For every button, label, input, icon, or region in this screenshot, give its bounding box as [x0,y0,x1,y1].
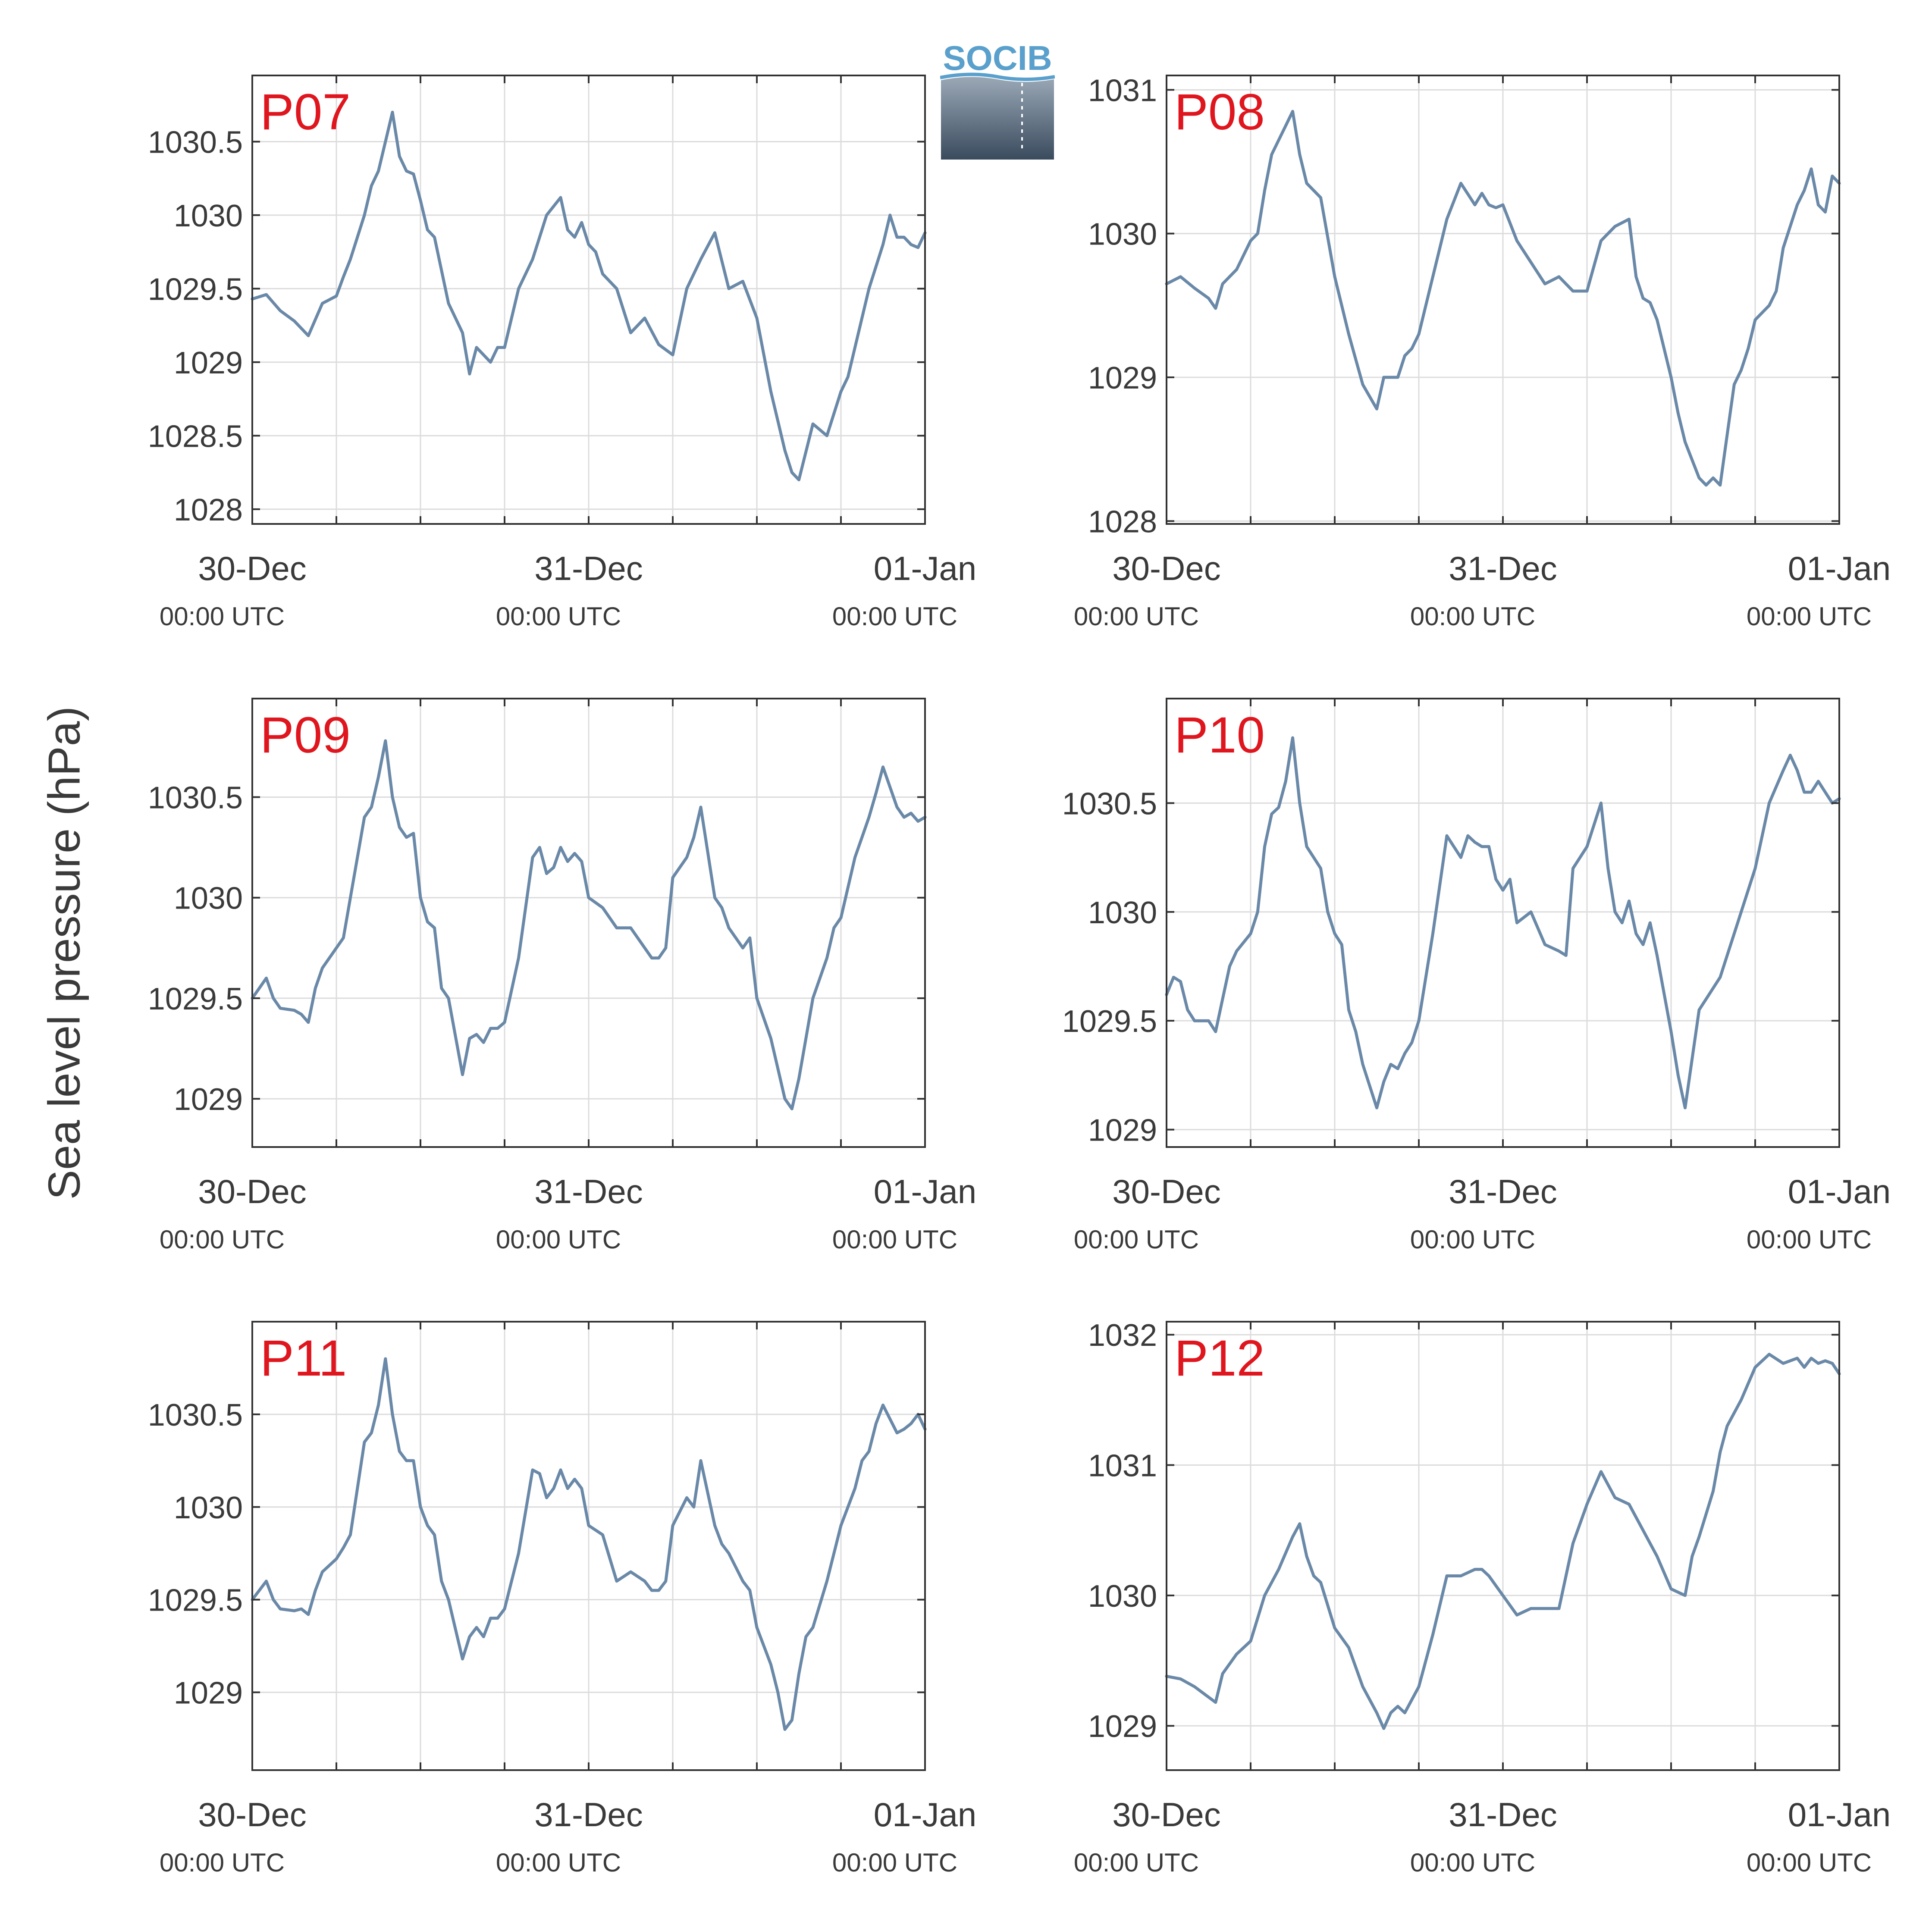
panel-label: P12 [1174,1330,1265,1387]
series-line [1165,1353,1841,1730]
x-tick-date-label: 30-Dec [198,1796,306,1834]
series-line [251,739,927,1110]
y-tick-label: 1030.5 [148,1398,243,1433]
panel-label: P10 [1174,707,1265,764]
y-axis-label: Sea level pressure (hPa) [39,706,90,1200]
x-tick-date-label: 30-Dec [1112,1796,1220,1834]
x-tick-time-label: 00:00 UTC [1747,1225,1872,1254]
x-tick-time-label: 00:00 UTC [1410,602,1535,631]
y-tick-label: 1029 [174,346,243,380]
y-tick-label: 1028.5 [148,419,243,454]
x-tick-date-label: 31-Dec [534,1796,643,1834]
x-tick-time-label: 00:00 UTC [832,1848,957,1877]
x-tick-date-label: 30-Dec [1112,549,1220,587]
x-tick-time-label: 00:00 UTC [160,1225,285,1254]
x-tick-time-label: 00:00 UTC [160,602,285,631]
x-tick-date-label: 01-Jan [1788,1172,1891,1210]
y-tick-label: 1031 [1088,1449,1157,1483]
series-line [251,1357,927,1731]
x-tick-date-label: 30-Dec [198,1172,306,1210]
panel-p09: 1029 1029.5 1030 1030.5 30-Dec 00:00 UTC 31-De… [148,698,977,1254]
x-tick-date-label: 30-Dec [198,549,306,587]
socib-logo: SOCIB [940,43,1055,160]
x-tick-time-label: 00:00 UTC [160,1848,285,1877]
y-tick-label: 1029 [174,1676,243,1711]
y-tick-label: 1028 [174,493,243,527]
panel-label: P11 [260,1330,347,1387]
y-tick-label: 1029.5 [1062,1004,1157,1039]
logo-text: SOCIB [943,43,1052,77]
series-line [1165,736,1841,1110]
series-line [251,110,927,482]
panel-label: P07 [260,84,351,141]
x-tick-time-label: 00:00 UTC [496,1848,621,1877]
x-tick-date-label: 31-Dec [1449,1796,1557,1834]
x-tick-date-label: 31-Dec [1449,549,1557,587]
y-tick-label: 1029 [1088,1113,1157,1148]
y-tick-label: 1028 [1088,505,1157,539]
panel-p08: 1028 1029 1030 1031 30-Dec 00:00 UTC 31-Dec 00:… [1074,73,1891,631]
panel-p10: 1029 1029.5 1030 1030.5 30-Dec 00:00 UTC 31-De… [1062,698,1891,1254]
y-tick-label: 1032 [1088,1318,1157,1353]
y-tick-label: 1031 [1088,73,1157,108]
x-tick-time-label: 00:00 UTC [1410,1848,1535,1877]
y-tick-label: 1029 [1088,361,1157,395]
y-tick-label: 1029.5 [148,1583,243,1618]
x-tick-time-label: 00:00 UTC [1747,1848,1872,1877]
x-tick-time-label: 00:00 UTC [1074,1848,1199,1877]
y-tick-label: 1030.5 [148,781,243,815]
x-tick-time-label: 00:00 UTC [832,1225,957,1254]
x-tick-date-label: 01-Jan [874,1172,977,1210]
y-tick-label: 1030 [174,1491,243,1525]
y-tick-label: 1030 [174,199,243,233]
y-tick-label: 1030 [1088,217,1157,252]
x-tick-time-label: 00:00 UTC [496,602,621,631]
y-tick-label: 1030 [1088,1579,1157,1614]
x-tick-date-label: 30-Dec [1112,1172,1220,1210]
y-tick-label: 1030.5 [1062,787,1157,821]
panel-p12: 1029 1030 1031 1032 30-Dec 00:00 UTC 31-Dec 00:… [1074,1318,1891,1877]
x-tick-date-label: 01-Jan [1788,1796,1891,1834]
y-tick-label: 1029 [174,1082,243,1117]
x-tick-time-label: 00:00 UTC [1074,602,1199,631]
panel-label: P09 [260,707,351,764]
y-tick-label: 1029 [1088,1709,1157,1744]
panel-label: P08 [1174,84,1265,141]
x-tick-date-label: 01-Jan [874,1796,977,1834]
x-tick-date-label: 01-Jan [1788,549,1891,587]
y-tick-label: 1030.5 [148,125,243,160]
x-tick-time-label: 00:00 UTC [1410,1225,1535,1254]
panel-p07: 1028 1028.5 1029 1029.5 1030 1030.5 30-Dec 00:0… [148,75,976,631]
x-tick-date-label: 31-Dec [534,1172,643,1210]
x-tick-time-label: 00:00 UTC [832,602,957,631]
x-tick-date-label: 31-Dec [534,549,643,587]
series-line [1165,110,1841,487]
y-tick-label: 1030 [1088,896,1157,930]
y-tick-label: 1029.5 [148,982,243,1016]
x-tick-date-label: 31-Dec [1449,1172,1557,1210]
panel-p11: 1029 1029.5 1030 1030.5 30-Dec 00:00 UTC 31-De… [148,1321,977,1877]
x-tick-time-label: 00:00 UTC [1074,1225,1199,1254]
y-tick-label: 1030 [174,881,243,916]
x-tick-time-label: 00:00 UTC [1747,602,1872,631]
x-tick-time-label: 00:00 UTC [496,1225,621,1254]
x-tick-date-label: 01-Jan [874,549,977,587]
y-tick-label: 1029.5 [148,272,243,307]
